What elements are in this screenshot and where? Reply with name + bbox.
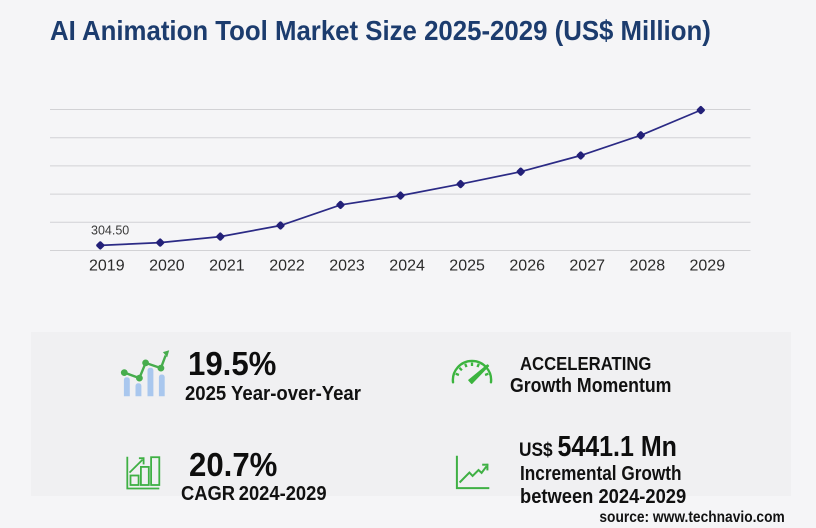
svg-text:2023: 2023 — [329, 258, 365, 275]
svg-text:2027: 2027 — [569, 258, 605, 275]
svg-text:2020: 2020 — [149, 258, 185, 275]
svg-text:2029: 2029 — [690, 258, 726, 275]
svg-text:304.50: 304.50 — [91, 224, 129, 238]
svg-text:2021: 2021 — [209, 258, 245, 275]
svg-text:2022: 2022 — [269, 258, 305, 275]
svg-text:2026: 2026 — [509, 258, 545, 275]
svg-text:2024: 2024 — [389, 258, 425, 275]
svg-text:2028: 2028 — [630, 258, 666, 275]
svg-text:2025: 2025 — [449, 258, 485, 275]
svg-text:2019: 2019 — [89, 258, 125, 275]
